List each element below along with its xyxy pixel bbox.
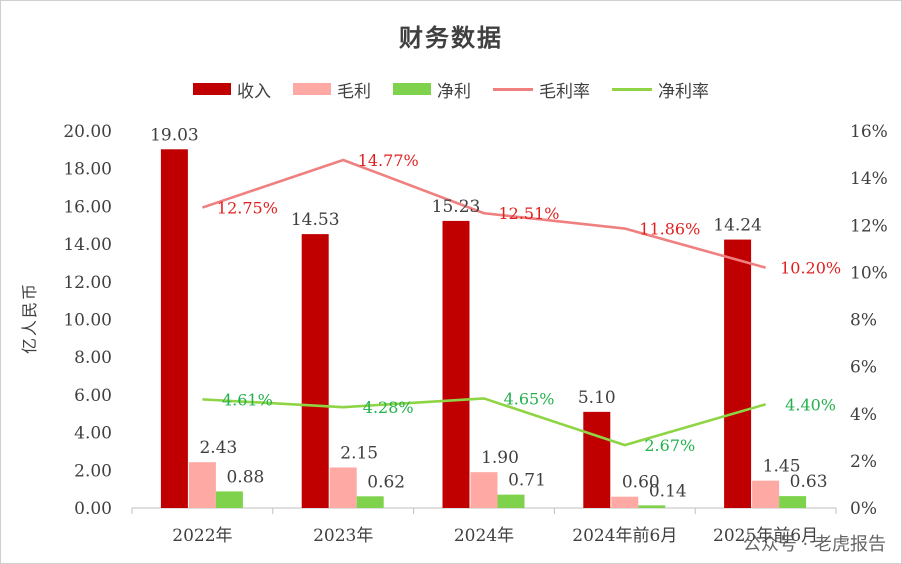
y2-tick-label: 12% [850, 216, 888, 236]
bar-revenue [160, 149, 188, 509]
line-net-margin [202, 397, 766, 447]
bar-revenue [301, 234, 329, 508]
data-label-net-margin: 4.28% [363, 398, 414, 417]
data-label-net-margin: 2.67% [644, 436, 695, 455]
legend-label-net-profit: 净利 [437, 81, 471, 102]
data-label-net-margin: 4.65% [504, 389, 555, 408]
x-tick-label: 2023年 [313, 526, 373, 546]
bar-net-profit [638, 505, 666, 508]
data-label-gross-margin: 10.20% [780, 259, 841, 278]
legend-item-gross-margin: 毛利率 [493, 77, 590, 102]
data-label-gross-margin: 11.86% [639, 220, 700, 239]
y-tick-label: 8.00 [74, 348, 112, 368]
bar-gross-profit [188, 462, 216, 508]
bar-revenue [724, 239, 752, 509]
data-label-net-profit: 0.62 [367, 472, 405, 492]
y2-tick-label: 8% [850, 311, 877, 331]
legend-swatch-net-profit [393, 83, 431, 95]
legend: 收入 毛利 净利 毛利率 净利率 [0, 76, 902, 102]
bar-net-profit [215, 491, 243, 508]
legend-item-net-margin: 净利率 [612, 77, 709, 102]
bar-gross-profit [470, 472, 498, 508]
bar-gross-profit [611, 496, 639, 508]
data-label-net-profit: 0.71 [508, 471, 546, 491]
y-tick-label: 10.00 [63, 311, 112, 331]
y-tick-label: 2.00 [74, 461, 112, 481]
y2-tick-label: 4% [850, 405, 877, 425]
legend-label-gross-margin: 毛利率 [539, 81, 590, 102]
data-label-net-profit: 0.14 [649, 481, 687, 501]
bar-net-profit [497, 494, 525, 508]
line-gross-margin [201, 158, 766, 269]
data-label-net-profit: 0.88 [226, 467, 264, 487]
y-tick-label: 6.00 [74, 386, 112, 406]
x-tick-label: 2025年前6月 [713, 526, 818, 546]
legend-item-net-profit: 净利 [393, 77, 471, 102]
data-label-net-profit: 0.63 [790, 472, 828, 492]
data-label-gross-profit: 2.43 [199, 438, 237, 458]
data-label-revenue: 14.53 [291, 210, 340, 230]
legend-swatch-gross-profit [293, 83, 331, 95]
data-label-net-margin: 4.61% [222, 390, 273, 409]
data-label-gross-profit: 0.60 [622, 473, 660, 493]
bar-net-profit [356, 496, 384, 508]
chart-title: 财务数据 [399, 23, 503, 52]
bar-net-profit [779, 496, 807, 508]
legend-swatch-gross-margin [493, 87, 533, 91]
y-tick-label: 18.00 [63, 160, 112, 180]
legend-swatch-net-margin [612, 87, 652, 91]
y2-tick-label: 14% [850, 169, 888, 189]
legend-swatch-revenue [193, 83, 231, 95]
y-tick-label: 20.00 [63, 122, 112, 142]
x-tick-label: 2024年前6月 [572, 526, 677, 546]
y-tick-label: 0.00 [74, 499, 112, 519]
y-tick-label: 12.00 [63, 273, 112, 293]
data-label-gross-margin: 14.77% [358, 151, 419, 170]
data-label-gross-margin: 12.51% [498, 204, 559, 223]
x-tick-label: 2022年 [172, 526, 232, 546]
data-label-gross-profit: 1.90 [481, 448, 519, 468]
data-label-revenue: 15.23 [432, 197, 481, 217]
y2-tick-label: 6% [850, 358, 877, 378]
data-label-gross-profit: 1.45 [763, 457, 801, 477]
bar-gross-profit [752, 480, 780, 508]
watermark-text: 公众号 · 老虎报告 [742, 534, 886, 555]
data-label-gross-margin: 12.75% [217, 199, 278, 218]
y-tick-label: 14.00 [63, 235, 112, 255]
legend-item-gross-profit: 毛利 [293, 77, 371, 102]
data-label-revenue: 19.03 [150, 125, 199, 145]
data-label-gross-profit: 2.15 [340, 443, 378, 463]
y2-tick-label: 16% [850, 122, 888, 142]
legend-label-gross-profit: 毛利 [337, 81, 371, 102]
bar-revenue [442, 220, 470, 509]
y2-tick-label: 0% [850, 499, 877, 519]
bar-revenue [583, 411, 611, 508]
bar-gross-profit [329, 467, 357, 508]
data-label-revenue: 5.10 [578, 388, 616, 408]
data-label-net-margin: 4.40% [785, 395, 836, 414]
x-tick-label: 2024年 [454, 526, 514, 546]
y2-tick-label: 10% [850, 263, 888, 283]
y2-tick-label: 2% [850, 452, 877, 472]
y-tick-label: 16.00 [63, 197, 112, 217]
y-tick-label: 4.00 [74, 424, 112, 444]
legend-label-net-margin: 净利率 [658, 81, 709, 102]
legend-label-revenue: 收入 [237, 81, 271, 102]
legend-item-revenue: 收入 [193, 77, 271, 102]
data-label-revenue: 14.24 [713, 216, 762, 236]
